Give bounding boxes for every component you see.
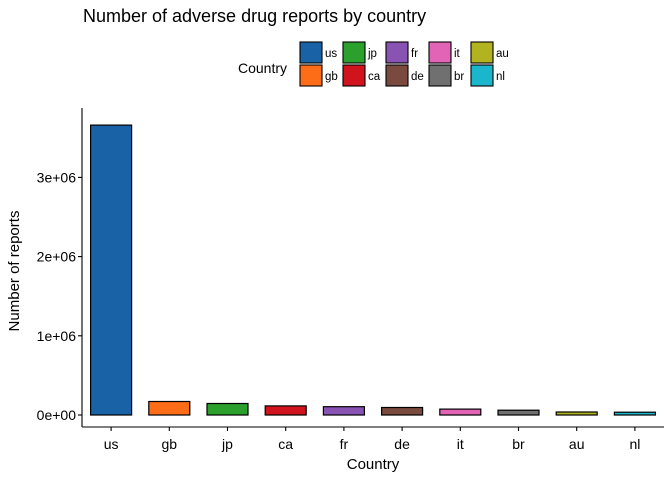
x-tick-label-us: us: [104, 436, 119, 452]
bar-gb: [148, 400, 191, 416]
bar-us: [89, 124, 133, 416]
bar-nl: [613, 411, 657, 416]
x-tick-label-it: it: [457, 436, 464, 452]
x-axis: us gb jp ca fr de it br au nl: [82, 426, 664, 452]
legend-swatch-de: [385, 64, 409, 87]
x-axis-title: Country: [347, 456, 400, 473]
legend-swatch-nl: [470, 64, 494, 87]
legend-swatch-br: [428, 64, 452, 87]
x-tick-label-nl: nl: [629, 436, 640, 452]
bar-fr: [322, 406, 365, 416]
y-tick-label: 3e+06: [37, 169, 77, 185]
legend-swatch-au: [470, 41, 494, 64]
legend-swatch-jp: [342, 41, 366, 64]
y-axis-title: Number of reports: [6, 211, 23, 332]
y-tick-label: 1e+06: [37, 328, 77, 344]
legend: us gb jp ca fr de it br au nl: [299, 41, 509, 87]
bar-it: [439, 408, 482, 416]
legend-label-fr: fr: [411, 48, 418, 60]
bars: [89, 124, 657, 416]
x-tick-label-au: au: [569, 436, 585, 452]
legend-swatch-it: [428, 41, 452, 64]
legend-label-de: de: [411, 71, 424, 83]
bar-jp: [206, 402, 249, 416]
legend-label-us: us: [325, 48, 337, 60]
legend-label-gb: gb: [325, 71, 338, 83]
legend-label-au: au: [496, 48, 509, 60]
legend-label-ca: ca: [368, 71, 381, 83]
x-tick-label-gb: gb: [162, 436, 178, 452]
y-tick-label: 0e+00: [37, 407, 77, 423]
legend-label-jp: jp: [367, 48, 377, 60]
bar-ca: [264, 405, 307, 416]
x-tick-label-de: de: [394, 436, 410, 452]
legend-title: Country: [238, 60, 287, 76]
legend-swatch-fr: [385, 41, 409, 64]
bar-au: [555, 411, 598, 416]
bar-de: [381, 406, 424, 416]
legend-swatch-us: [299, 41, 323, 64]
x-tick-label-fr: fr: [340, 436, 349, 452]
bar-br: [497, 409, 540, 416]
chart-title: Number of adverse drug reports by countr…: [83, 6, 426, 26]
legend-swatch-gb: [299, 64, 323, 87]
x-tick-label-br: br: [512, 436, 525, 452]
x-tick-label-ca: ca: [278, 436, 293, 452]
legend-label-nl: nl: [496, 71, 505, 83]
legend-label-br: br: [454, 71, 464, 83]
x-tick-label-jp: jp: [221, 436, 233, 452]
y-tick-label: 2e+06: [37, 249, 77, 265]
legend-swatch-ca: [342, 64, 366, 87]
y-axis: 0e+00 1e+06 2e+06 3e+06: [37, 108, 83, 427]
legend-label-it: it: [454, 48, 461, 60]
